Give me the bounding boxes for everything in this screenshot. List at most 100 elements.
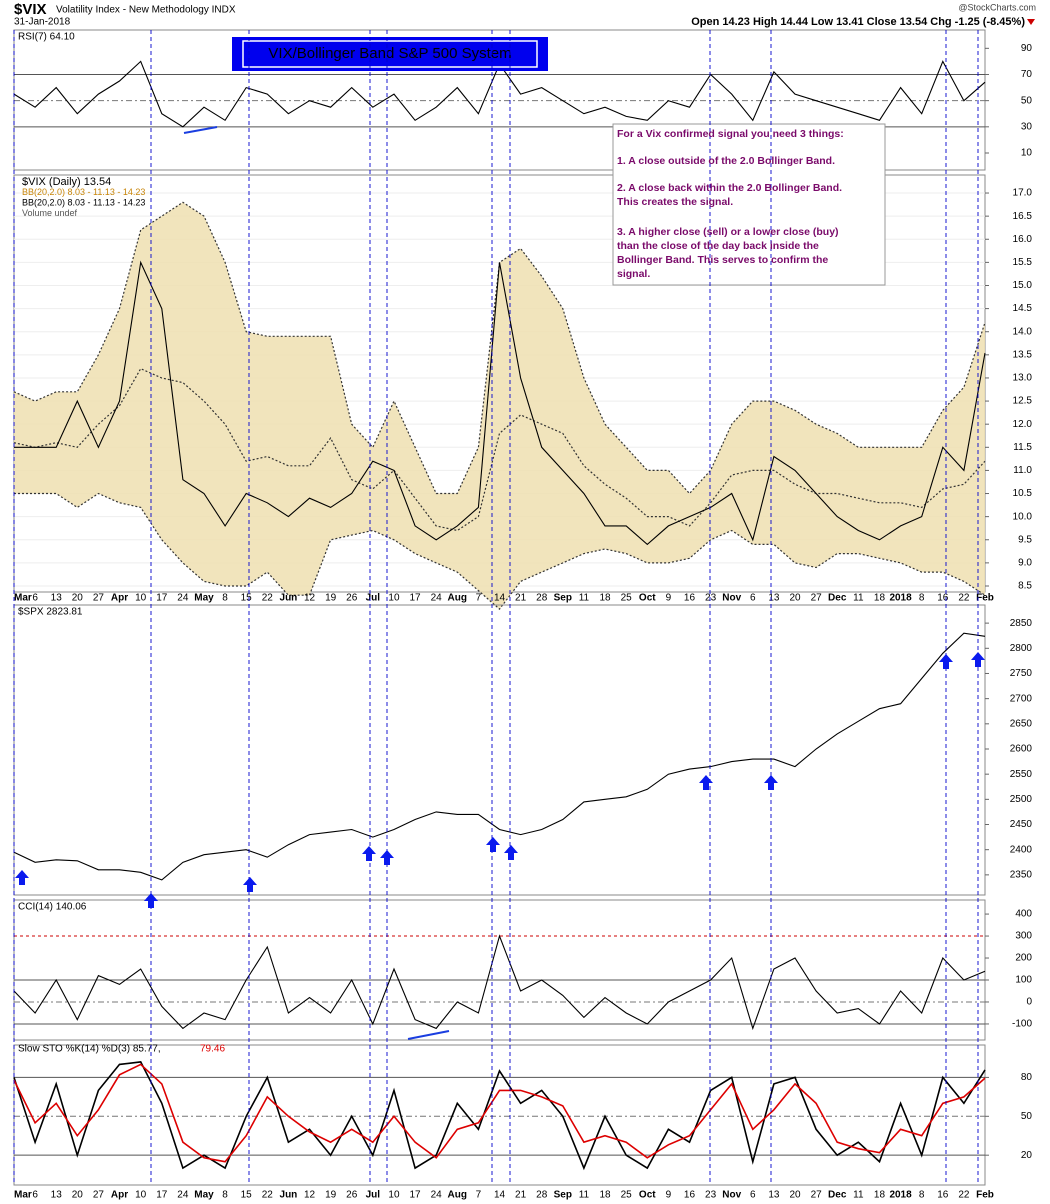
signal-arrow xyxy=(486,837,500,852)
x-tick-label: 8 xyxy=(222,1190,228,1201)
x-tick-label: 17 xyxy=(156,593,168,604)
y-tick-label: 200 xyxy=(1015,953,1032,964)
x-tick-label: 26 xyxy=(346,1190,358,1201)
x-tick-label: 13 xyxy=(51,593,63,604)
x-tick-label: 19 xyxy=(325,593,337,604)
instrument-name: Volatility Index - New Methodology INDX xyxy=(56,5,236,16)
y-tick-label: 15.0 xyxy=(1013,280,1033,291)
bollinger-line xyxy=(13,201,986,495)
bollinger-line xyxy=(13,367,986,532)
down-arrow xyxy=(1027,19,1035,25)
y-tick-label: 13.0 xyxy=(1013,373,1033,384)
y-tick-label: 2500 xyxy=(1010,794,1033,805)
x-tick-label: 8 xyxy=(222,593,228,604)
x-tick-label: 7 xyxy=(476,1190,482,1201)
y-tick-label: 13.5 xyxy=(1013,349,1033,360)
date: 31-Jan-2018 xyxy=(14,17,71,28)
signal-arrow xyxy=(764,775,778,790)
x-tick-label: 21 xyxy=(515,593,527,604)
signal-arrow xyxy=(144,893,158,908)
x-tick-label: Aug xyxy=(448,1190,467,1201)
x-tick-label: Oct xyxy=(639,593,656,604)
y-tick-label: 2700 xyxy=(1010,693,1033,704)
annotation-line: 2. A close back within the 2.0 Bollinger… xyxy=(617,182,842,194)
x-tick-label: 19 xyxy=(325,1190,337,1201)
legend-entry: Volume undef xyxy=(22,208,78,218)
x-tick-label: Sep xyxy=(554,1190,572,1201)
signal-arrow xyxy=(380,850,394,865)
y-tick-label: 50 xyxy=(1021,95,1033,106)
y-tick-label: 2650 xyxy=(1010,718,1033,729)
bollinger-line xyxy=(14,492,986,610)
x-tick-label: Apr xyxy=(111,1190,128,1201)
y-tick-label: 9.5 xyxy=(1018,534,1032,545)
x-tick-label: May xyxy=(194,1190,214,1201)
annotation-box xyxy=(612,123,886,286)
banner-title: VIX/Bollinger Band S&P 500 System xyxy=(268,45,511,62)
y-tick-label: 2850 xyxy=(1010,618,1033,629)
x-tick-label: Dec xyxy=(828,593,847,604)
x-tick-label: 22 xyxy=(958,1190,970,1201)
y-tick-label: 90 xyxy=(1021,43,1033,54)
x-tick-label: 10 xyxy=(388,1190,400,1201)
y-tick-label: 80 xyxy=(1021,1072,1033,1083)
x-tick-label: 21 xyxy=(515,1190,527,1201)
y-tick-label: 2450 xyxy=(1010,819,1033,830)
x-tick-label: 6 xyxy=(750,1190,756,1201)
y-tick-label: 300 xyxy=(1015,931,1032,942)
y-tick-label: -100 xyxy=(1012,1019,1032,1030)
x-tick-label: 18 xyxy=(599,1190,611,1201)
x-tick-label: 18 xyxy=(599,593,611,604)
y-tick-label: 70 xyxy=(1021,69,1033,80)
x-tick-label: Jun xyxy=(280,1190,298,1201)
divergence-line xyxy=(183,126,218,134)
x-tick-label: 11 xyxy=(579,1190,590,1201)
y-tick-label: 50 xyxy=(1021,1111,1033,1122)
x-tick-label: 20 xyxy=(72,1190,84,1201)
y-tick-label: 2750 xyxy=(1010,668,1033,679)
x-tick-label: 15 xyxy=(241,1190,253,1201)
signal-arrow xyxy=(362,846,376,861)
x-tick-label: 23 xyxy=(705,1190,717,1201)
x-tick-label: Feb xyxy=(976,1190,994,1201)
x-tick-label: 24 xyxy=(177,593,189,604)
y-tick-label: 16.0 xyxy=(1013,234,1033,245)
x-tick-label: 8 xyxy=(919,593,925,604)
x-tick-label: May xyxy=(194,593,214,604)
x-tick-label: 18 xyxy=(874,593,886,604)
signal-arrow xyxy=(15,870,29,885)
y-tick-label: 400 xyxy=(1015,909,1032,920)
x-tick-label: Jun xyxy=(280,593,298,604)
x-tick-label: 2018 xyxy=(889,1190,912,1201)
x-tick-label: 16 xyxy=(937,1190,949,1201)
x-tick-label: 11 xyxy=(853,1190,864,1201)
x-tick-label: 28 xyxy=(536,1190,548,1201)
annotation-line: signal. xyxy=(617,268,650,280)
x-tick-label: Nov xyxy=(722,593,741,604)
y-tick-label: 30 xyxy=(1021,121,1033,132)
x-tick-label: 13 xyxy=(768,593,780,604)
y-tick-label: 15.5 xyxy=(1013,257,1033,268)
x-tick-label: 16 xyxy=(937,593,949,604)
x-tick-label: 10 xyxy=(135,593,147,604)
x-tick-label: Nov xyxy=(722,1190,741,1201)
x-tick-label: 22 xyxy=(958,593,970,604)
panel-label: Slow STO %K(14) %D(3) 85.77, xyxy=(18,1044,161,1055)
panel-label: CCI(14) 140.06 xyxy=(18,902,87,913)
x-tick-label: 10 xyxy=(135,1190,147,1201)
x-tick-label: 15 xyxy=(241,593,253,604)
panel-frame xyxy=(13,604,986,896)
x-tick-label: Oct xyxy=(639,1190,656,1201)
x-tick-label: 14 xyxy=(494,593,506,604)
banner-inner xyxy=(242,40,538,68)
x-tick-label: 20 xyxy=(789,1190,801,1201)
signal-arrow xyxy=(971,652,985,667)
x-tick-label: 2018 xyxy=(889,593,912,604)
x-tick-label: 16 xyxy=(684,593,696,604)
x-tick-label: 18 xyxy=(874,1190,886,1201)
y-tick-label: 2600 xyxy=(1010,744,1033,755)
annotation-line: than the close of the day back inside th… xyxy=(617,240,819,252)
y-tick-label: 14.5 xyxy=(1013,303,1033,314)
x-tick-label: 8 xyxy=(919,1190,925,1201)
